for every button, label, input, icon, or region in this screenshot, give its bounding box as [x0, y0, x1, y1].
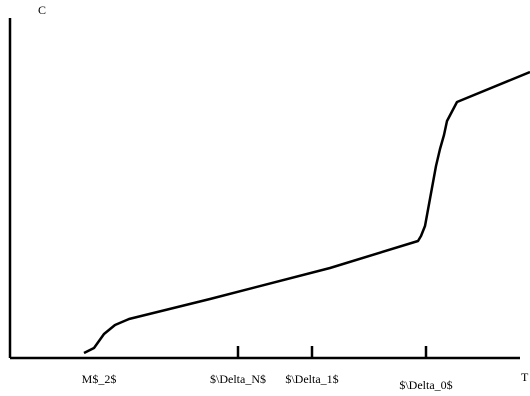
- ticks: [236, 346, 428, 358]
- x-axis-label: T: [521, 370, 529, 384]
- tick-labels: M$_2$ $\Delta_N$ $\Delta_1$ $\Delta_0$: [82, 372, 453, 392]
- y-axis-label: C: [38, 3, 46, 17]
- axes: [8, 18, 520, 360]
- x-tick-label: M$_2$: [82, 372, 117, 386]
- x-tick-label: $\Delta_1$: [285, 372, 338, 386]
- series-line: [83, 70, 530, 355]
- x-tick-label: $\Delta_N$: [210, 372, 266, 386]
- x-tick-label: $\Delta_0$: [399, 378, 452, 392]
- series-layer: [83, 70, 530, 355]
